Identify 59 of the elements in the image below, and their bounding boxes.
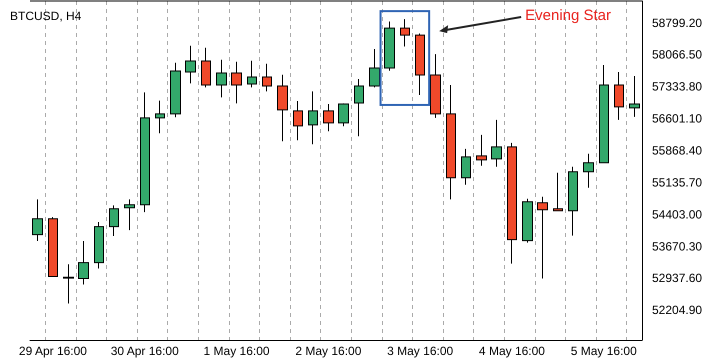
y-tick-label: 55135.70 [652, 175, 702, 190]
x-tick-label: 2 May 16:00 [295, 344, 362, 358]
x-tick-label: 4 May 16:00 [478, 344, 546, 358]
candlestick [94, 222, 104, 270]
y-tick-label: 55868.40 [652, 144, 702, 158]
x-tick-label: 3 May 16:00 [387, 344, 454, 358]
candlestick [430, 54, 441, 118]
candlestick [369, 48, 380, 88]
candlestick [338, 102, 349, 127]
text: BTCUSD, H4 [10, 9, 82, 23]
candlestick [629, 75, 640, 118]
candlestick [63, 264, 74, 304]
x-tick-label: 30 Apr 16:00 [110, 344, 180, 358]
y-tick-label: 52937.60 [652, 271, 702, 286]
candlestick [599, 64, 609, 164]
y-tick-label: 54403.00 [652, 207, 702, 222]
candlestick [48, 216, 58, 278]
candlestick [354, 78, 364, 137]
candlestick [461, 148, 471, 186]
candlestick [522, 198, 533, 244]
y-tick-label: 53670.30 [652, 239, 702, 254]
candlestick [124, 198, 135, 231]
annotation: Evening Star [525, 7, 612, 24]
y-tick-label: 57333.80 [652, 80, 702, 94]
candlestick [507, 142, 517, 264]
y-tick-label: 58066.50 [652, 48, 702, 62]
candlestick [384, 21, 395, 72]
candlestick [247, 60, 257, 88]
y-tick-label: 52204.90 [652, 303, 702, 318]
candlestick [201, 47, 211, 88]
candlestick [491, 119, 502, 168]
candlestick [537, 196, 548, 280]
candlestick [231, 61, 242, 104]
candlestick [32, 198, 43, 242]
x-tick-label: 5 May 16:00 [570, 344, 638, 358]
candlestick [415, 33, 425, 96]
candlestick [323, 103, 334, 132]
candlestick [78, 240, 89, 286]
candlestick [277, 74, 288, 142]
candlestick [583, 153, 594, 188]
candlestick [140, 92, 150, 213]
x-tick-label: 1 May 16:00 [204, 344, 270, 358]
y-tick-label: 56601.10 [652, 112, 702, 126]
candlestick [400, 18, 410, 47]
candlestick [446, 84, 456, 200]
candlestick [614, 72, 624, 120]
candlestick [476, 134, 487, 166]
candlestick [216, 59, 227, 98]
candlestick [293, 100, 303, 141]
y-tick-label: 58799.20 [652, 16, 702, 30]
candlestick [568, 166, 578, 236]
candlestick [308, 90, 318, 145]
candlestick [170, 62, 181, 118]
candlestick [109, 204, 119, 237]
candlestick [155, 100, 165, 134]
candlestick [553, 172, 563, 212]
candlestick [262, 63, 272, 92]
candlestick [185, 45, 196, 84]
x-tick-label: 29 Apr 16:00 [18, 344, 88, 358]
